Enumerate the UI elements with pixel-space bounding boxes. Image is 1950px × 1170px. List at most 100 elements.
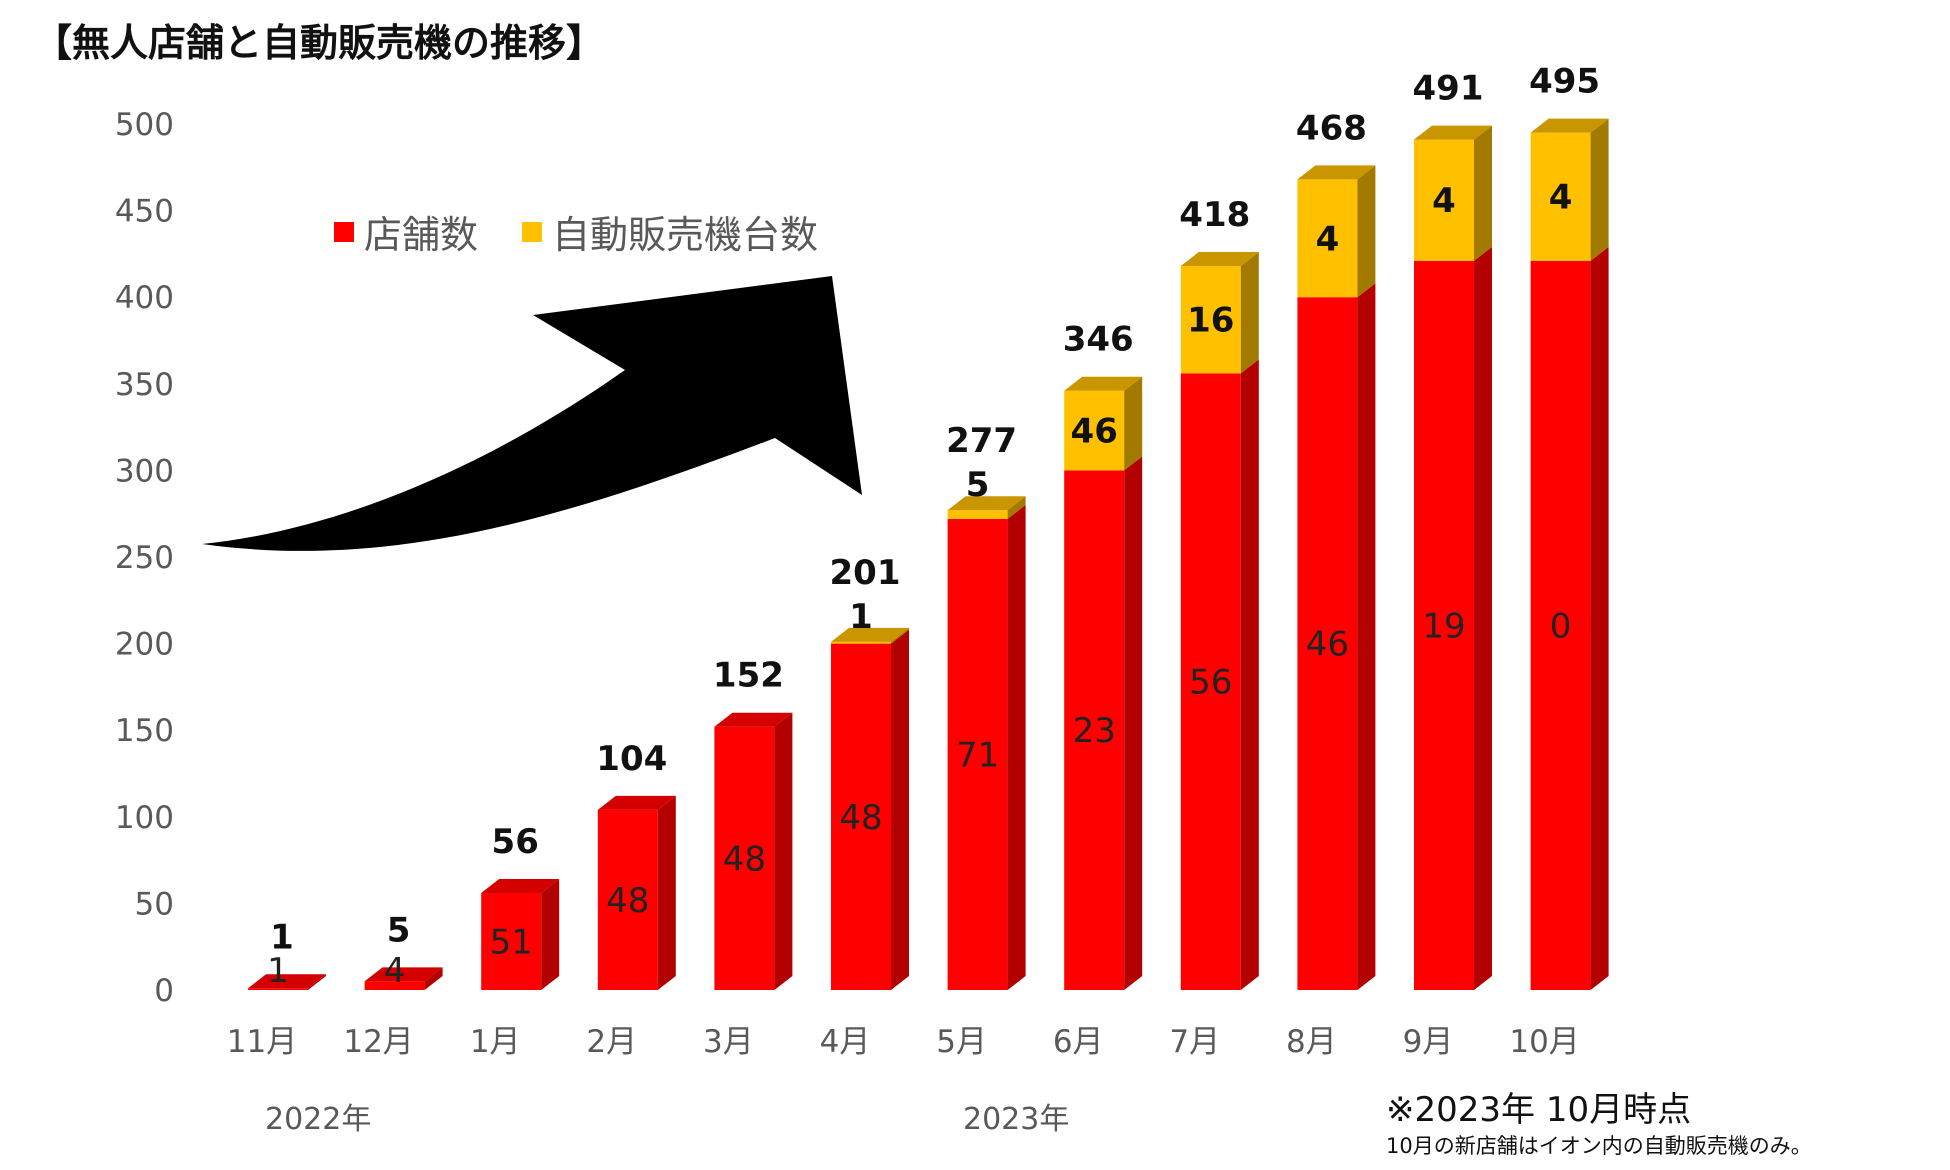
bar-store-side: [308, 974, 326, 990]
bar-group: 51 56: [481, 822, 560, 990]
bar-vending-side: [1007, 496, 1026, 519]
x-tick-label: 4月: [820, 1024, 871, 1060]
bar-top: [947, 496, 1026, 511]
store-data-label: 23: [1073, 711, 1116, 751]
growth-arrow: [202, 276, 862, 551]
legend-label-store: 店舗数: [364, 213, 479, 257]
legend-swatch-vending: [522, 221, 543, 242]
bar-store: [1297, 297, 1358, 990]
total-data-label: 491: [1413, 69, 1484, 109]
bar-store: [1414, 260, 1474, 990]
bar-top: [1530, 118, 1609, 133]
bar-store: [831, 643, 891, 990]
y-tick-label: 0: [154, 973, 174, 1009]
bar-store: [714, 726, 775, 990]
bar-vending: [1414, 139, 1474, 261]
bar-top: [248, 974, 326, 989]
bar-vending: [1064, 390, 1125, 471]
vending-data-label: 46: [1071, 412, 1118, 452]
bar-top: [1297, 165, 1376, 180]
x-tick-label: 5月: [936, 1024, 987, 1060]
x-axis: 11月 12月 1月 2月 3月 4月 5月 6月 7月 8月 9月 10月: [227, 1024, 1580, 1060]
bar-store-side: [657, 795, 676, 990]
y-tick-label: 100: [115, 800, 174, 836]
y-tick-label: 150: [115, 713, 174, 749]
y-tick-label: 400: [115, 280, 174, 316]
bar-store-side: [424, 967, 443, 990]
bar-store: [481, 893, 542, 990]
bar-group: 48 104: [596, 739, 676, 990]
bar-vending: [1297, 179, 1358, 298]
vending-data-label: 5: [966, 465, 990, 505]
x-tick-label: 11月: [227, 1024, 297, 1060]
store-data-label: 48: [839, 798, 882, 838]
bar-group: 45: [364, 910, 443, 991]
bar-store-side: [774, 712, 793, 990]
y-tick-label: 350: [115, 367, 174, 403]
total-data-label: 201: [830, 553, 901, 593]
store-data-label: 1: [267, 951, 289, 991]
bar-vending: [947, 510, 1008, 519]
legend-item-store: 店舗数: [334, 204, 478, 259]
bar-group: 11: [248, 917, 326, 991]
bar-store-side: [1240, 359, 1259, 991]
legend-item-vending: 自動販売機台数: [522, 204, 818, 259]
y-tick-label: 300: [115, 453, 174, 489]
total-data-label: 495: [1529, 62, 1600, 102]
store-data-label: 51: [490, 923, 533, 963]
bar-top: [1064, 376, 1143, 391]
bar-top: [714, 712, 793, 727]
x-tick-label: 6月: [1053, 1024, 1104, 1060]
bar-vending-side: [1240, 252, 1259, 374]
bar-store: [1530, 260, 1591, 990]
vending-data-label: 1: [849, 597, 873, 637]
bar-top: [831, 627, 909, 642]
bar-store-side: [1007, 504, 1026, 990]
bar-store-side: [1590, 246, 1609, 990]
bar-vending-side: [1357, 165, 1376, 298]
bar-top: [364, 967, 443, 982]
x-tick-label: 12月: [343, 1024, 413, 1060]
x-tick-label: 9月: [1403, 1024, 1454, 1060]
chart-title: 【無人店舗と自動販売機の推移】: [34, 21, 605, 65]
store-data-label: 4: [384, 951, 406, 991]
legend-swatch-store: [334, 221, 354, 242]
bar-group: 19 4 491: [1413, 69, 1492, 990]
total-data-label: 277: [946, 421, 1017, 461]
store-data-label: 48: [723, 839, 766, 879]
bar-group: 0 4 495: [1529, 62, 1609, 990]
store-data-label: 71: [956, 735, 999, 775]
bar-store-side: [541, 879, 560, 990]
year-label-2023: 2023年: [963, 1102, 1070, 1137]
store-data-label: 0: [1550, 606, 1572, 646]
x-tick-label: 3月: [703, 1024, 754, 1060]
y-tick-label: 50: [135, 886, 174, 922]
y-axis: 0 50 100 150 200 250 300 350 400 450 500: [115, 107, 174, 1009]
store-data-label: 46: [1306, 625, 1349, 665]
bar-vending-side: [1590, 118, 1609, 261]
vending-data-label: 4: [1316, 219, 1340, 259]
x-tick-label: 10月: [1509, 1024, 1579, 1060]
footnote-sub: 10月の新店舗はイオン内の自動販売機のみ。: [1386, 1134, 1812, 1158]
bar-top: [1414, 125, 1492, 140]
x-tick-label: 8月: [1286, 1024, 1337, 1060]
y-tick-label: 500: [115, 107, 174, 143]
total-data-label: 56: [492, 822, 539, 862]
bar-group: 23 46 346: [1063, 320, 1143, 990]
bar-top: [597, 795, 676, 810]
bar-store: [1064, 470, 1125, 990]
bar-vending: [1180, 266, 1241, 374]
bar-store-side: [1124, 456, 1143, 990]
vending-data-label: 4: [1432, 181, 1456, 221]
bar-store-side: [1357, 283, 1376, 990]
y-tick-label: 450: [115, 194, 174, 230]
bar-store-side: [1474, 246, 1492, 990]
x-tick-label: 1月: [470, 1024, 521, 1060]
year-label-2022: 2022年: [265, 1102, 372, 1137]
y-tick-label: 250: [115, 540, 174, 576]
total-data-label: 346: [1063, 320, 1134, 360]
